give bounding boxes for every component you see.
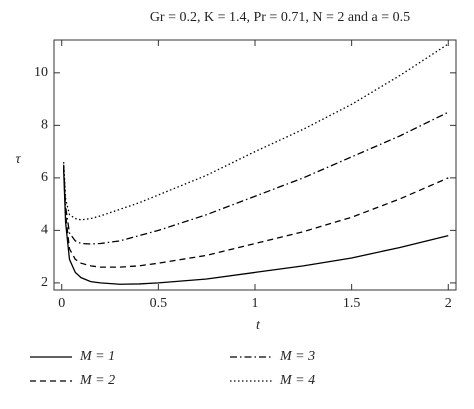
y-tick-label: 4 xyxy=(41,223,48,238)
chart-title: Gr = 0.2, K = 1.4, Pr = 0.71, N = 2 and … xyxy=(150,10,410,25)
data-line xyxy=(63,43,449,221)
y-tick-label: 6 xyxy=(41,170,48,185)
y-tick-label: 2 xyxy=(41,275,48,290)
data-line xyxy=(63,111,449,245)
legend-label: M = 4 xyxy=(279,373,315,388)
x-tick-label: 1.5 xyxy=(343,296,361,311)
legend-label: M = 3 xyxy=(279,349,315,364)
x-axis-label: t xyxy=(256,318,261,333)
y-tick-label: 8 xyxy=(41,118,48,133)
x-tick-label: 2 xyxy=(445,296,452,311)
legend-label: M = 2 xyxy=(79,373,115,388)
legend-label: M = 1 xyxy=(79,349,115,364)
data-line xyxy=(63,169,449,285)
x-tick-label: 1 xyxy=(252,296,259,311)
data-line xyxy=(63,167,449,268)
y-tick-label: 10 xyxy=(34,65,48,80)
x-tick-label: 0.5 xyxy=(150,296,168,311)
y-axis-label: τ xyxy=(15,152,21,167)
x-tick-label: 0 xyxy=(58,296,65,311)
